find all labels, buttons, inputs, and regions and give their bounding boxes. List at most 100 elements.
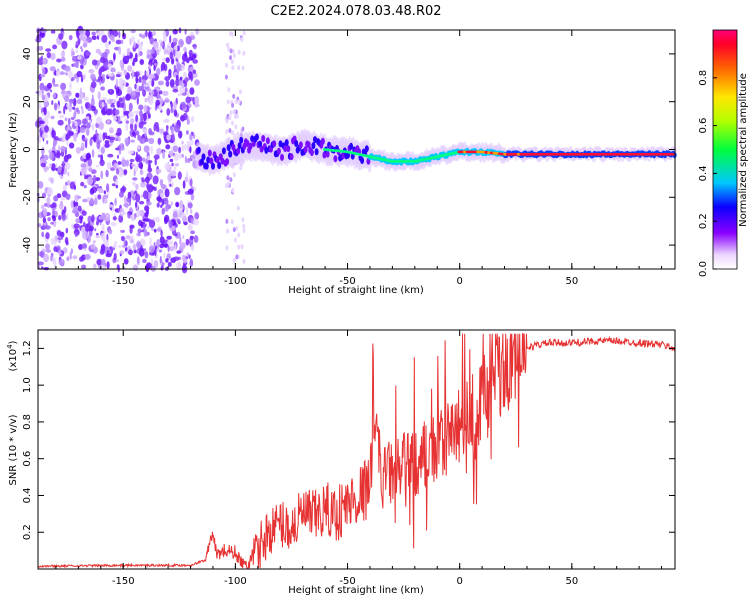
ridge-core <box>272 140 277 148</box>
ridge-core <box>325 150 330 158</box>
heatmap-cell <box>148 73 156 80</box>
heatmap-cell <box>80 166 87 176</box>
heatmap-cell <box>100 232 106 241</box>
heatmap-cell <box>169 245 175 252</box>
heatmap-cell <box>86 176 94 186</box>
heatmap-cell <box>85 29 90 38</box>
heatmap-cell <box>122 55 130 64</box>
heatmap-cell <box>46 52 51 59</box>
heatmap-cell <box>106 161 112 170</box>
heatmap-cell <box>64 162 71 170</box>
heatmap-cell <box>166 134 171 141</box>
heatmap-cell <box>150 89 154 96</box>
heatmap-cell <box>81 258 84 262</box>
heatmap-cell <box>114 197 117 206</box>
heatmap-cell <box>133 249 137 254</box>
heatmap-cell <box>58 215 62 221</box>
heatmap-cell <box>53 235 59 244</box>
heatmap-cell <box>65 227 69 234</box>
heatmap-cell <box>178 130 183 139</box>
heatmap-cell <box>51 100 54 105</box>
colorbar-tick-label: 0.6 <box>698 118 709 134</box>
heatmap-cell <box>101 212 106 221</box>
heatmap-cell <box>231 59 234 65</box>
heatmap-cell <box>156 202 160 208</box>
snr-panel: -150 -100 -50 0 50 0.2 0.4 0.6 0.8 1.0 1.2 Height … <box>6 329 676 596</box>
heatmap-cell <box>38 120 45 125</box>
heatmap-cell <box>182 242 186 248</box>
heatmap-cell <box>161 262 165 266</box>
heatmap-cell <box>45 232 50 240</box>
heatmap-cell <box>232 109 236 115</box>
heatmap-cell <box>60 231 65 238</box>
heatmap-cell <box>167 244 170 252</box>
heatmap-cell <box>65 72 68 76</box>
heatmap-cell <box>43 106 47 116</box>
heatmap-cell <box>47 82 52 89</box>
y-tick-label: 20 <box>22 95 33 108</box>
heatmap-cell <box>143 145 150 153</box>
heatmap-cell <box>186 130 189 135</box>
heatmap-cell <box>76 55 82 60</box>
heatmap-cell <box>75 218 80 224</box>
heatmap-cell <box>166 108 170 116</box>
heatmap-cell <box>46 187 54 196</box>
heatmap-cell <box>127 212 131 219</box>
heatmap-cell <box>155 168 162 174</box>
heatmap-cell <box>112 216 117 221</box>
colorbar-gradient <box>712 29 738 270</box>
heatmap-cell <box>43 100 50 108</box>
x-tick-label: 50 <box>565 576 578 587</box>
heatmap-cell <box>76 98 83 105</box>
heatmap-cell <box>225 218 229 224</box>
heatmap-cell <box>42 58 46 64</box>
heatmap-cell <box>189 133 193 141</box>
heatmap-cell <box>175 78 180 87</box>
heatmap-cell <box>231 187 235 193</box>
heatmap-cell <box>41 87 44 96</box>
heatmap-cell <box>129 225 133 234</box>
heatmap-cell <box>111 183 117 187</box>
heatmap-cell <box>133 41 136 49</box>
heatmap-cell <box>76 107 79 113</box>
heatmap-cell <box>164 206 169 212</box>
heatmap-cell <box>135 151 138 158</box>
ridge-core <box>309 149 314 156</box>
heatmap-cell <box>49 89 53 93</box>
heatmap-cell <box>41 28 48 33</box>
heatmap-cell <box>142 128 148 134</box>
ridge-core <box>311 142 316 150</box>
heatmap-cell <box>123 203 130 208</box>
heatmap-cell <box>78 244 83 250</box>
heatmap-cell <box>104 135 111 140</box>
heatmap-cell <box>57 165 63 173</box>
heatmap-cell <box>82 74 86 80</box>
heatmap-cell <box>51 129 56 139</box>
heatmap-cell <box>241 126 245 132</box>
heatmap-cell <box>153 260 159 268</box>
heatmap-cell <box>242 258 246 264</box>
heatmap-cell <box>168 68 172 76</box>
heatmap-cell <box>177 171 182 180</box>
heatmap-cell <box>57 104 60 111</box>
snr-frame <box>37 329 676 570</box>
heatmap-cell <box>102 74 105 78</box>
heatmap-cell <box>182 180 186 189</box>
heatmap-cell <box>109 89 112 93</box>
heatmap-cell <box>135 193 141 203</box>
heatmap-cell <box>41 147 45 155</box>
heatmap-cell <box>194 96 200 105</box>
heatmap-cell <box>163 252 166 259</box>
heatmap-cell <box>173 109 178 117</box>
heatmap-cell <box>94 228 97 232</box>
heatmap-cell <box>49 152 55 160</box>
heatmap-cell <box>183 46 187 53</box>
heatmap-cell <box>81 210 87 216</box>
heatmap-cell <box>133 57 138 63</box>
heatmap-cell <box>80 181 85 187</box>
heatmap-cell <box>180 101 187 109</box>
y-tick-label: 0.6 <box>22 451 33 467</box>
heatmap-cell <box>193 103 200 108</box>
y-tick-label: 40 <box>22 48 33 61</box>
